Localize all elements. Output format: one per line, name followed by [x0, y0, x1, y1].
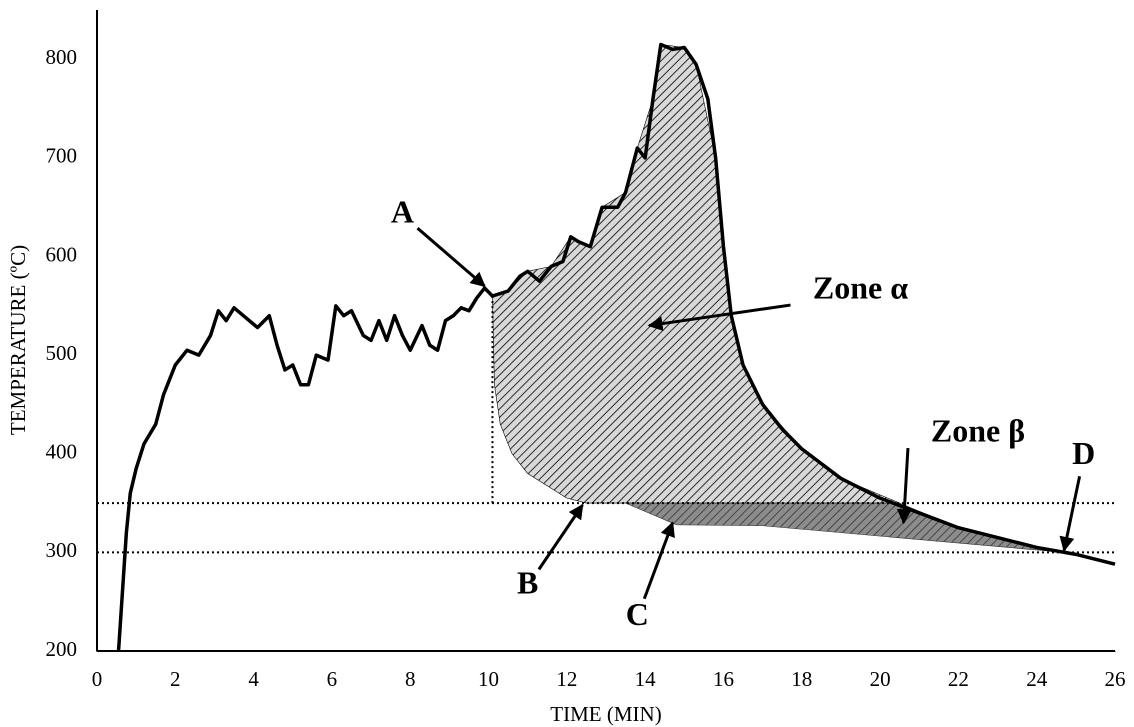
annotation-arrow: [647, 303, 791, 332]
y-axis-title: TEMPERATURE (ºC): [6, 245, 30, 435]
zone-label: Zone α: [813, 269, 908, 305]
x-tick-label: 4: [248, 667, 259, 691]
temperature-line: [116, 42, 1116, 652]
x-tick-label: 8: [405, 667, 416, 691]
annotation-arrow: [1059, 475, 1082, 552]
x-tick-label: 20: [870, 667, 891, 691]
y-tick-label: 800: [46, 45, 78, 69]
x-tick-label: 0: [92, 667, 103, 691]
annotation-arrow: [416, 227, 486, 288]
y-tick-label: 600: [46, 242, 78, 266]
x-axis-title: TIME (MIN): [550, 702, 661, 726]
annotation-arrow: [537, 503, 584, 571]
y-tick-label: 200: [46, 637, 78, 661]
x-tick-label: 10: [478, 667, 499, 691]
y-tick-label: 400: [46, 440, 78, 464]
zone-area: [625, 502, 1065, 553]
point-label: D: [1072, 435, 1095, 471]
y-tick-label: 300: [46, 538, 78, 562]
x-tick-label: 6: [327, 667, 338, 691]
x-tick-label: 18: [791, 667, 812, 691]
point-label: B: [517, 564, 538, 600]
x-tick-label: 2: [170, 667, 181, 691]
y-tick-label: 500: [46, 341, 78, 365]
zone-label: Zone β: [931, 412, 1025, 448]
x-tick-label: 22: [948, 667, 969, 691]
annotation-arrow: [642, 521, 675, 600]
x-tick-label: 26: [1105, 667, 1126, 691]
x-tick-label: 24: [1026, 667, 1048, 691]
annotation-arrow: [896, 447, 912, 525]
point-label: C: [626, 596, 649, 632]
x-tick-label: 16: [713, 667, 734, 691]
point-label: A: [391, 193, 414, 229]
x-tick-label: 14: [635, 667, 657, 691]
y-tick-label: 700: [46, 144, 78, 168]
x-tick-label: 12: [556, 667, 577, 691]
